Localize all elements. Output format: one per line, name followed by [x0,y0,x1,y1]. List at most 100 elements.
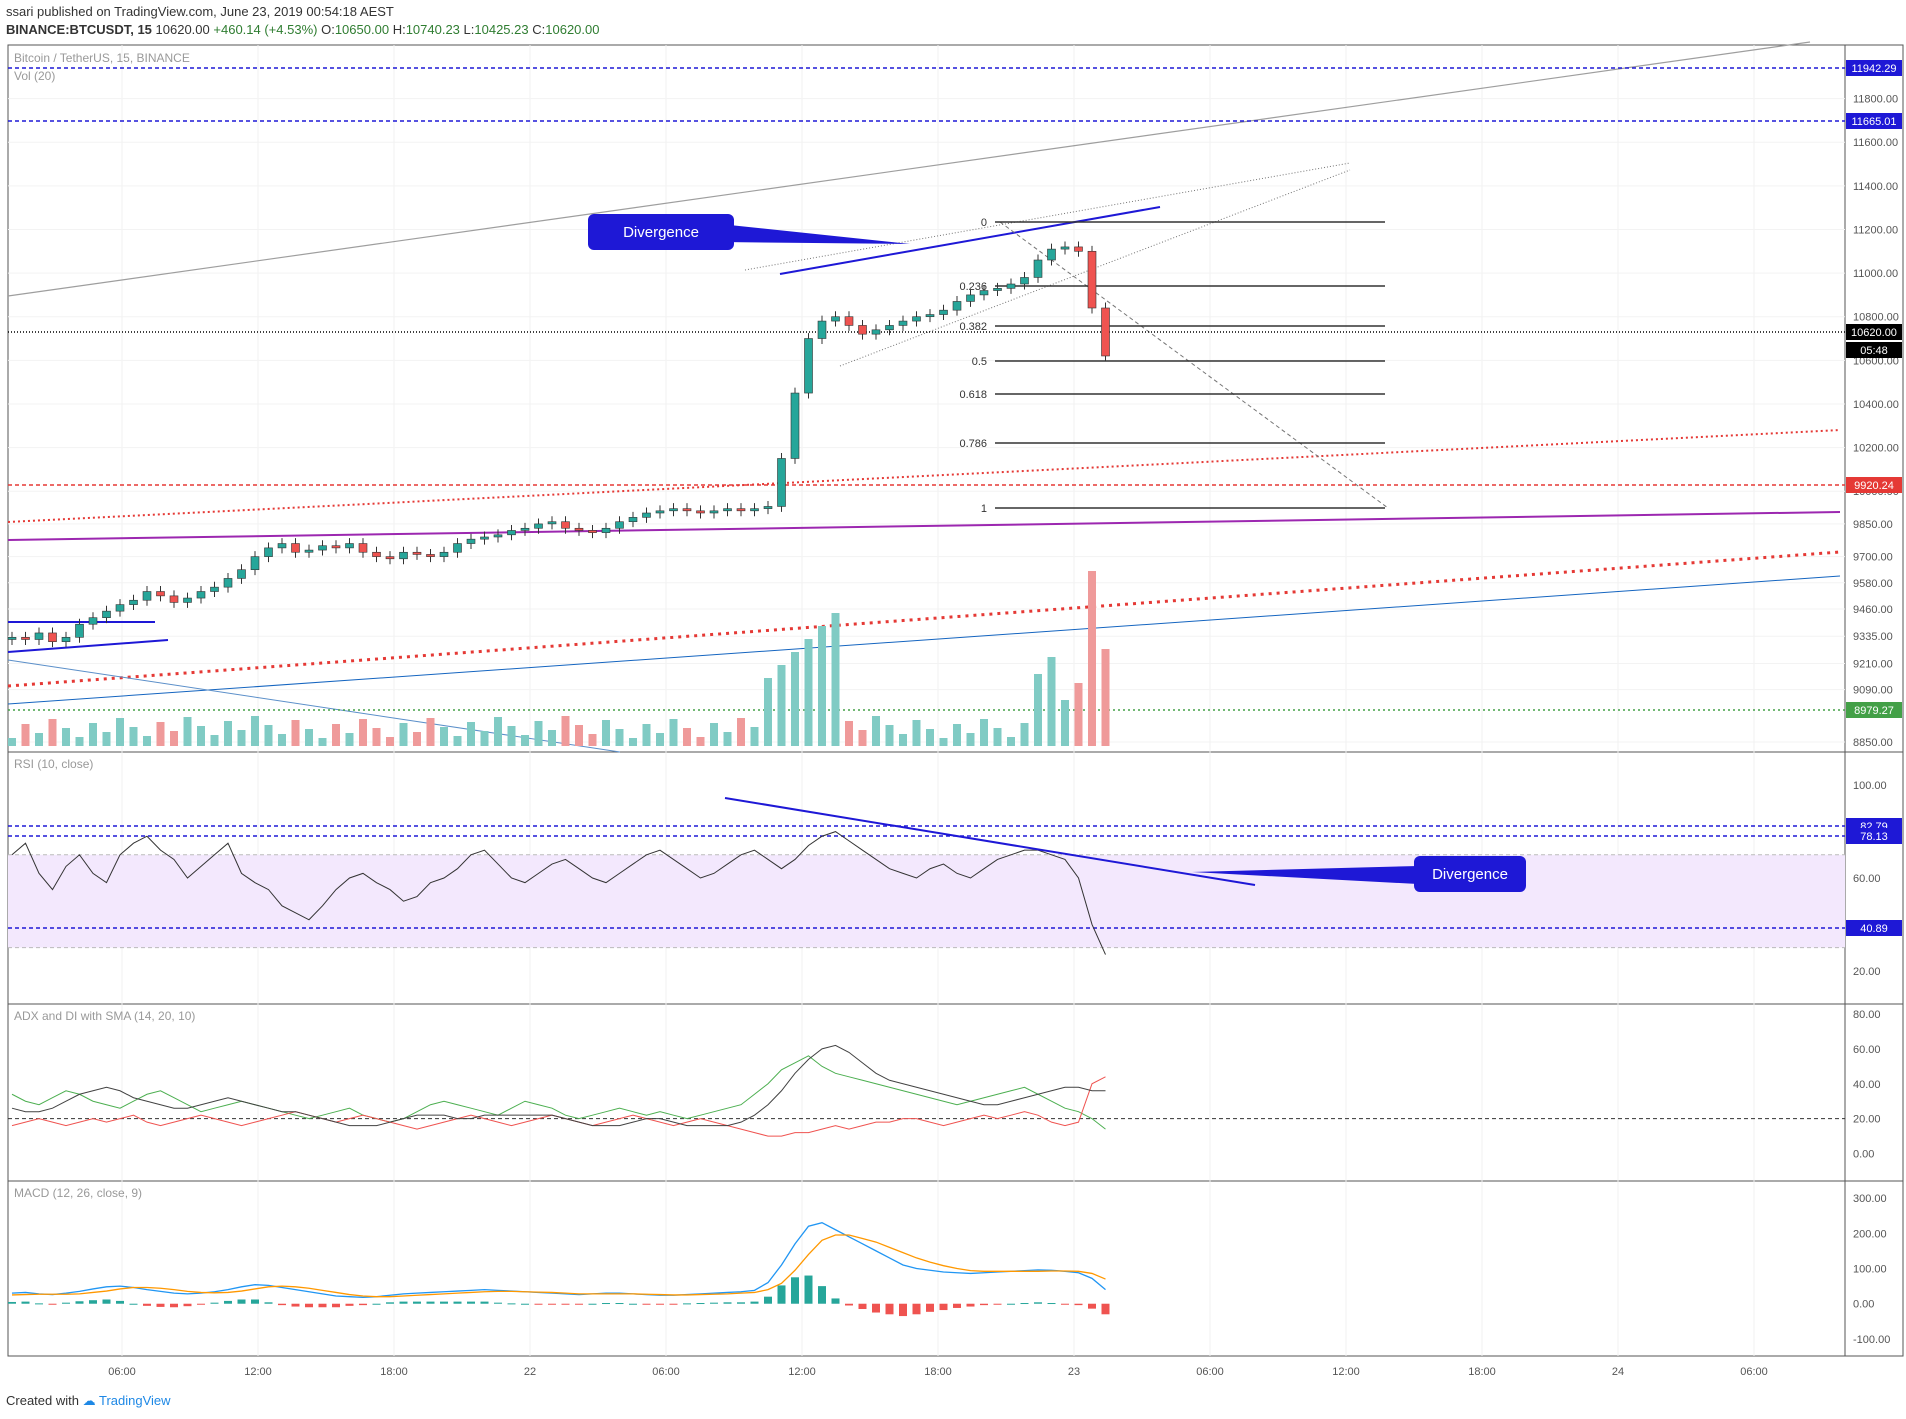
candle [291,543,300,553]
price-label-text: 05:48 [1860,345,1888,357]
macd-histogram-bar [48,1303,57,1305]
price-label-box [1846,702,1902,718]
candle [115,604,125,612]
price-label-text: 8979.27 [1854,705,1894,717]
volume-bar [210,735,219,746]
macd-histogram-bar [858,1303,867,1310]
macd-histogram-bar [183,1303,192,1307]
high-value: 10740.23 [405,22,460,37]
candle [264,547,273,557]
high-label: H: [392,22,406,37]
macd-histogram-bar [453,1301,462,1304]
volume-bar [980,719,988,746]
volume-bar [696,737,705,746]
volume-bar [453,736,462,746]
macd-histogram-bar [318,1303,327,1308]
fib-trend-line [999,221,1389,509]
candle [358,543,368,553]
low-value: 10425.23 [474,22,529,37]
price-tick-label: 11600.00 [1853,137,1898,149]
fib-level-label: 0 [981,217,987,229]
price-label-box [1846,477,1902,493]
adx-series-line-0 [11,1055,1106,1130]
macd-histogram-bar [1101,1303,1110,1315]
rsi-tick-label: 20.00 [1853,966,1881,978]
macd-histogram-bar [750,1301,759,1304]
tradingview-logo-icon: ☁ [82,1393,96,1408]
price-label-box [1846,60,1902,76]
chart-frame [7,44,1904,1357]
macd-histogram-bar [1088,1303,1096,1309]
macd-histogram-bar [386,1302,394,1304]
x-tick-label: 24 [1612,1366,1624,1378]
macd-histogram-bar [683,1303,691,1305]
macd-histogram-bar [264,1302,273,1304]
candle [129,599,138,605]
macd-histogram-bar [413,1301,421,1304]
candle [34,632,44,640]
macd-macd-line [11,1222,1106,1299]
volume-bar [683,728,691,746]
volume-bar [440,727,448,746]
volume-bar [993,728,1002,746]
candle [223,578,233,588]
volume-bar [62,728,70,746]
volume-bar [170,731,178,746]
macd-histogram-bar [696,1303,705,1305]
x-tick-label: 12:00 [788,1366,816,1378]
macd-histogram-bar [818,1286,826,1304]
candle [385,556,395,560]
volume-bar [197,726,205,746]
candle [588,530,597,533]
macd-histogram-bar [588,1303,597,1305]
candle [871,329,881,335]
candle [574,527,584,531]
candle [426,554,435,557]
macd-histogram-bar [480,1301,489,1304]
volume-bar [183,717,192,746]
macd-histogram-bar [75,1301,84,1304]
price-label-box [1846,342,1902,358]
macd-histogram-bar [912,1303,921,1315]
callout-pointer [720,224,910,244]
close-value: 10620.00 [545,22,600,37]
candle [615,521,624,529]
candle [237,569,246,579]
candle [277,543,287,549]
candle [466,538,476,544]
candle [156,591,165,597]
volume-bar [143,736,151,746]
price-tick-label: 11200.00 [1853,224,1898,236]
volume-bar [615,729,624,746]
macd-histogram-bar [332,1303,340,1308]
macd-histogram-bar [615,1303,624,1305]
wedge-upper [744,162,1351,271]
candle [534,523,543,529]
volume-bar [858,730,867,746]
price-tick-label: 11400.00 [1853,181,1898,193]
tradingview-brand[interactable]: TradingView [99,1393,171,1408]
macd-histogram-bar [494,1302,502,1304]
volume-bar [1047,657,1056,746]
macd-histogram-bar [224,1300,232,1304]
macd-histogram-bar [237,1299,246,1304]
volume-bar [818,626,826,746]
candle [196,591,206,599]
macd-histogram-bar [939,1303,948,1311]
macd-histogram-bar [129,1303,138,1305]
macd-histogram-bar [291,1303,300,1307]
volume-bar [710,723,718,746]
macd-histogram-bar [521,1303,529,1305]
macd-histogram-bar [737,1302,745,1304]
volume-bar [966,733,975,746]
candle [493,534,503,538]
divergence-callout [588,214,734,250]
price-tick-label: 10800.00 [1853,312,1899,324]
volume-bar [1007,737,1015,746]
candle [939,309,948,315]
rsi-divergence-line [724,797,1256,886]
volume-bar [372,728,381,746]
fib-level-label: 0.5 [972,356,987,368]
candle [399,551,408,560]
